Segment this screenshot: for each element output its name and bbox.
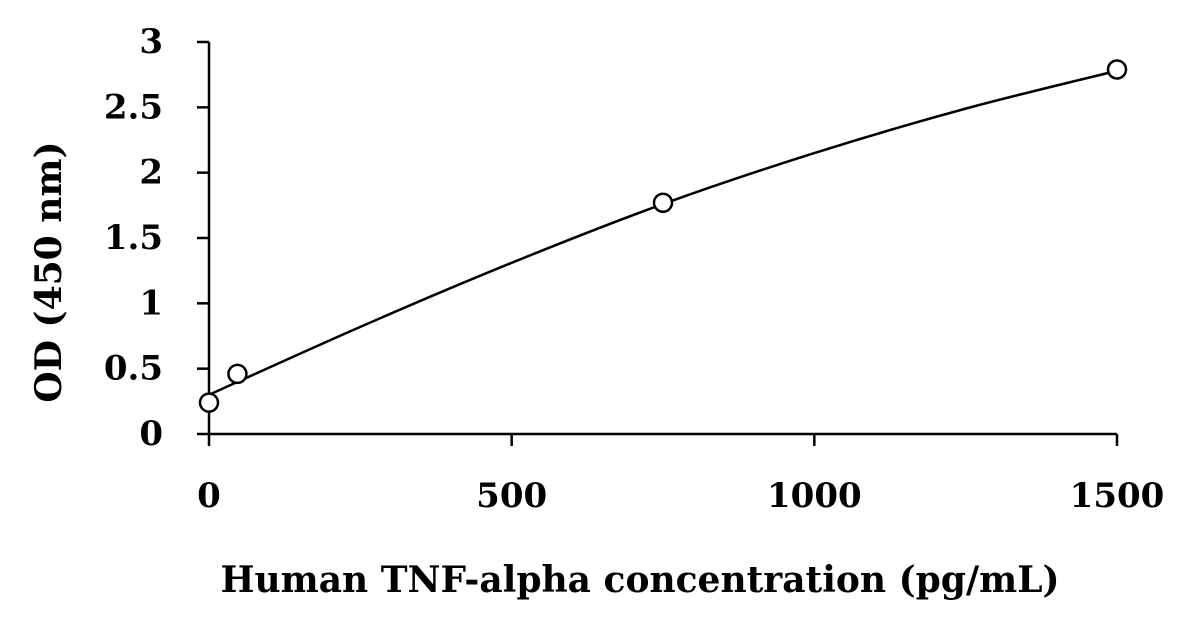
data-point xyxy=(198,392,220,413)
data-point xyxy=(652,192,674,213)
x-tick-label: 1500 xyxy=(1070,476,1165,516)
y-tick-label: 1 xyxy=(139,283,163,323)
y-axis-title: OD (450 nm) xyxy=(28,141,70,402)
trendline xyxy=(208,69,1118,396)
y-tick-label: 3 xyxy=(139,22,163,62)
x-tick-label: 0 xyxy=(197,476,221,516)
data-point xyxy=(227,363,248,385)
y-tick-label: 1.5 xyxy=(104,218,163,258)
y-tick-label: 2 xyxy=(139,153,163,193)
y-tick-label: 0.5 xyxy=(104,349,163,389)
y-tick-label: 0 xyxy=(139,414,163,454)
y-tick-label: 2.5 xyxy=(104,87,163,127)
x-axis-title: Human TNF-alpha concentration (pg/mL) xyxy=(220,559,1059,601)
data-point xyxy=(1106,59,1128,80)
x-tick-label: 1000 xyxy=(767,476,862,516)
x-tick-label: 500 xyxy=(476,476,547,516)
